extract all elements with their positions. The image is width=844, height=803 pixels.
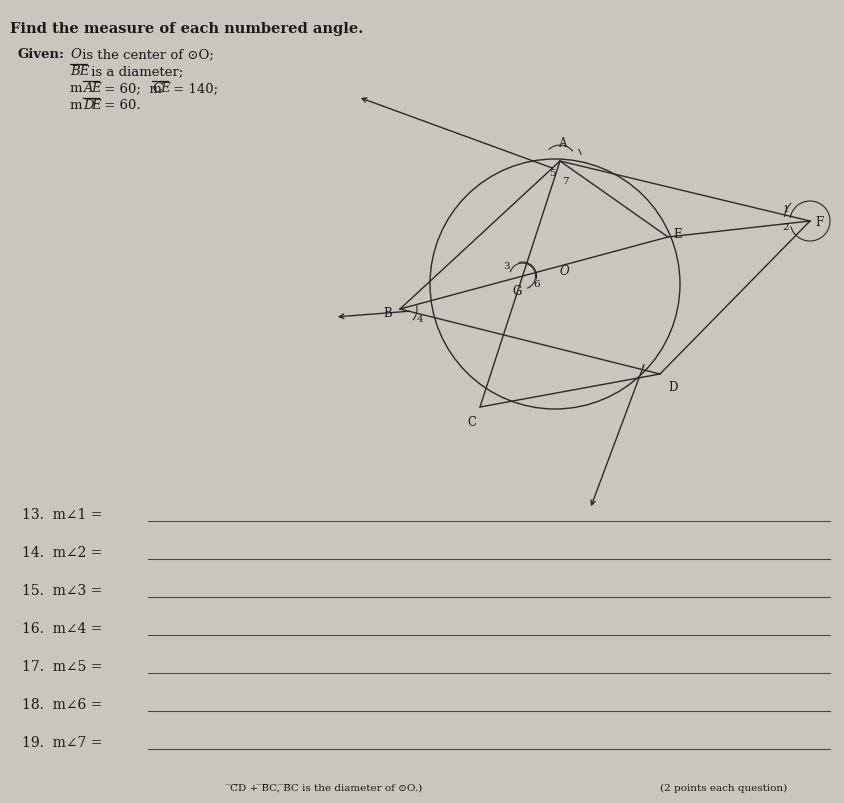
Text: Find the measure of each numbered angle.: Find the measure of each numbered angle. (10, 22, 363, 36)
Text: E: E (91, 99, 100, 112)
Text: 4: 4 (417, 315, 424, 324)
Text: A: A (83, 82, 93, 95)
Text: 15.  m∠3 =: 15. m∠3 = (22, 583, 102, 597)
Text: Given:: Given: (18, 48, 65, 61)
Text: O: O (70, 48, 81, 61)
Text: 18.  m∠6 =: 18. m∠6 = (22, 697, 102, 711)
Text: 6: 6 (533, 279, 540, 289)
Text: 14.  m∠2 =: 14. m∠2 = (22, 545, 102, 560)
Text: 17.  m∠5 =: 17. m∠5 = (22, 659, 102, 673)
Text: 19.  m∠7 =: 19. m∠7 = (22, 735, 102, 749)
Text: 16.  m∠4 =: 16. m∠4 = (22, 622, 102, 635)
Text: BE: BE (70, 65, 89, 78)
Text: is a diameter;: is a diameter; (87, 65, 183, 78)
Text: 7: 7 (562, 177, 568, 185)
Text: D: D (668, 381, 678, 393)
Text: B: B (383, 307, 392, 320)
Text: m: m (70, 99, 83, 112)
Text: A: A (558, 137, 566, 150)
Text: = 140;: = 140; (169, 82, 218, 95)
Text: 1: 1 (782, 205, 789, 214)
Text: is the center of ⊙O;: is the center of ⊙O; (78, 48, 214, 61)
Text: C: C (152, 82, 162, 95)
Text: (2 points each question): (2 points each question) (660, 783, 787, 792)
Text: = 60;  m: = 60; m (100, 82, 162, 95)
Text: E: E (673, 227, 682, 240)
Text: E: E (91, 82, 100, 95)
Text: C: C (468, 415, 477, 429)
Text: ̅C̅D + ̅B̅C, ̅B̅C is the diameter of ⊙O.): ̅C̅D + ̅B̅C, ̅B̅C is the diameter of ⊙O.… (230, 783, 422, 792)
Text: 3: 3 (503, 262, 510, 271)
Text: G: G (512, 285, 522, 298)
Text: O: O (560, 265, 570, 278)
Text: E: E (160, 82, 170, 95)
Text: 13.  m∠1 =: 13. m∠1 = (22, 507, 102, 521)
Text: = 60.: = 60. (100, 99, 141, 112)
Text: 2: 2 (782, 222, 789, 232)
Text: 5: 5 (549, 169, 555, 177)
Text: m: m (70, 82, 83, 95)
Text: F: F (815, 215, 823, 228)
Text: D: D (83, 99, 94, 112)
